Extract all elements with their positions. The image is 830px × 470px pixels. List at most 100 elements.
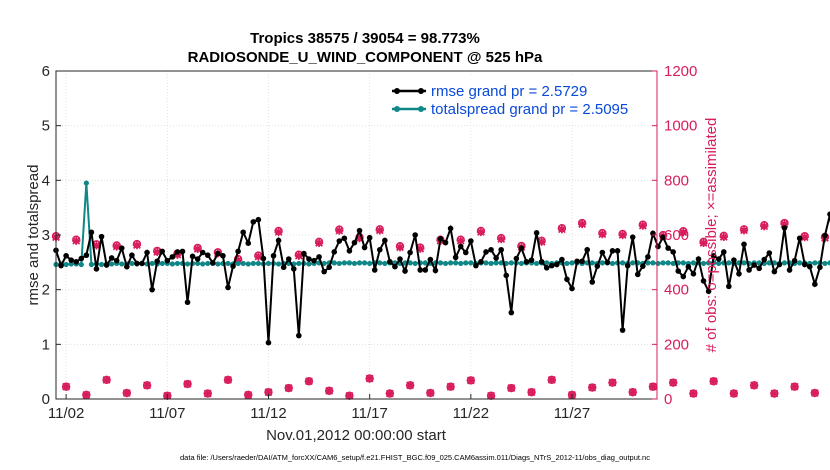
obs-assimilated-point xyxy=(72,236,81,245)
spread-point xyxy=(159,260,165,267)
spread-point xyxy=(645,260,651,266)
obs-assimilated-point xyxy=(234,256,243,265)
obs-assimilated-point xyxy=(507,383,516,393)
obs-assimilated-point xyxy=(598,230,607,239)
obs-assimilated-point xyxy=(486,391,496,400)
right-tick-label: 1200 xyxy=(664,63,697,80)
rmse-point xyxy=(766,250,773,256)
legend-spread-marker xyxy=(394,106,400,112)
obs-assimilated-point xyxy=(254,252,263,261)
rmse-point xyxy=(311,257,317,264)
obs-assimilated-point xyxy=(325,386,334,395)
obs-assimilated-point xyxy=(62,382,71,391)
obs-assimilated-point xyxy=(537,237,546,246)
rmse-point xyxy=(584,246,590,253)
spread-point xyxy=(589,260,595,266)
rmse-point xyxy=(579,258,585,265)
spread-point xyxy=(331,260,337,266)
rmse-point xyxy=(503,272,510,279)
spread-point xyxy=(336,260,342,267)
obs-assimilated-point xyxy=(122,388,131,398)
rmse-point xyxy=(361,244,368,251)
rmse-point xyxy=(407,249,413,256)
spread-point xyxy=(498,260,504,266)
spread-point xyxy=(265,260,272,267)
obs-assimilated-point xyxy=(102,375,111,384)
spread-point xyxy=(665,260,671,266)
rmse-point xyxy=(336,238,343,244)
obs-assimilated-point xyxy=(223,375,233,384)
obs-assimilated-point xyxy=(82,390,91,399)
spread-point xyxy=(660,260,666,266)
obs-assimilated-point xyxy=(426,388,435,398)
rmse-point xyxy=(665,245,671,251)
obs-assimilated-point xyxy=(355,234,364,243)
rmse-point xyxy=(331,249,338,255)
rmse-point xyxy=(225,284,231,291)
spread-point xyxy=(493,260,499,266)
rmse-point xyxy=(88,229,95,236)
legend-spread-label: totalspread grand pr = 2.5095 xyxy=(431,101,628,118)
spread-point xyxy=(680,260,686,266)
rmse-point xyxy=(599,249,606,256)
spread-point xyxy=(205,260,211,267)
spread-point xyxy=(129,260,135,267)
rmse-point xyxy=(822,232,828,239)
rmse-point xyxy=(432,267,439,274)
obs-assimilated-point xyxy=(699,238,708,248)
rmse-point xyxy=(98,233,105,240)
rmse-point xyxy=(715,256,722,262)
rmse-point xyxy=(139,260,145,267)
obs-assimilated-point xyxy=(800,233,809,242)
rmse-point xyxy=(543,265,550,271)
rmse-point xyxy=(609,248,616,254)
rmse-point xyxy=(629,234,636,240)
obs-assimilated-point xyxy=(578,219,587,229)
spread-point xyxy=(619,260,626,266)
spread-point xyxy=(741,260,747,266)
rmse-point xyxy=(645,254,651,260)
rmse-point xyxy=(412,232,418,238)
rmse-point xyxy=(564,276,570,283)
legend-spread-marker xyxy=(418,106,424,112)
obs-assimilated-point xyxy=(365,374,374,383)
rmse-point xyxy=(680,273,687,280)
left-tick-label: 2 xyxy=(42,282,50,299)
spread-point xyxy=(195,260,201,267)
obs-assimilated-point xyxy=(466,376,475,385)
obs-assimilated-point xyxy=(750,381,759,390)
spread-point xyxy=(306,261,312,267)
spread-point xyxy=(488,260,494,267)
rmse-point xyxy=(275,237,282,244)
rmse-point xyxy=(483,249,489,255)
rmse-point xyxy=(731,257,737,263)
obs-assimilated-point xyxy=(638,221,647,230)
rmse-point xyxy=(285,256,292,262)
obs-assimilated-point xyxy=(314,238,324,248)
rmse-point xyxy=(159,248,166,255)
left-tick-label: 0 xyxy=(42,391,50,408)
x-axis: 11/02 11/07 11/12 11/17 11/22 11/27 xyxy=(48,394,590,422)
rmse-point xyxy=(179,248,186,255)
spread-point xyxy=(377,260,383,266)
rmse-point xyxy=(685,263,692,270)
rmse-point xyxy=(640,263,646,269)
spread-point xyxy=(68,261,74,267)
spread-point xyxy=(250,260,256,267)
rmse-point xyxy=(741,241,747,248)
rmse-point xyxy=(265,339,272,346)
obs-assimilated-point xyxy=(770,389,779,398)
spread-point xyxy=(149,260,155,267)
rmse-point xyxy=(710,252,717,259)
obs-assimilated-point xyxy=(456,236,465,245)
spread-point xyxy=(83,180,89,186)
spread-point xyxy=(670,260,676,267)
rmse-point xyxy=(751,262,757,268)
x-tick-label: 11/27 xyxy=(554,405,590,422)
spread-point xyxy=(88,261,95,268)
legend: rmse grand pr = 2.5729 totalspread grand… xyxy=(385,76,652,120)
rmse-point xyxy=(154,258,160,265)
obs-assimilated-point xyxy=(395,243,405,252)
rmse-point xyxy=(634,271,641,278)
